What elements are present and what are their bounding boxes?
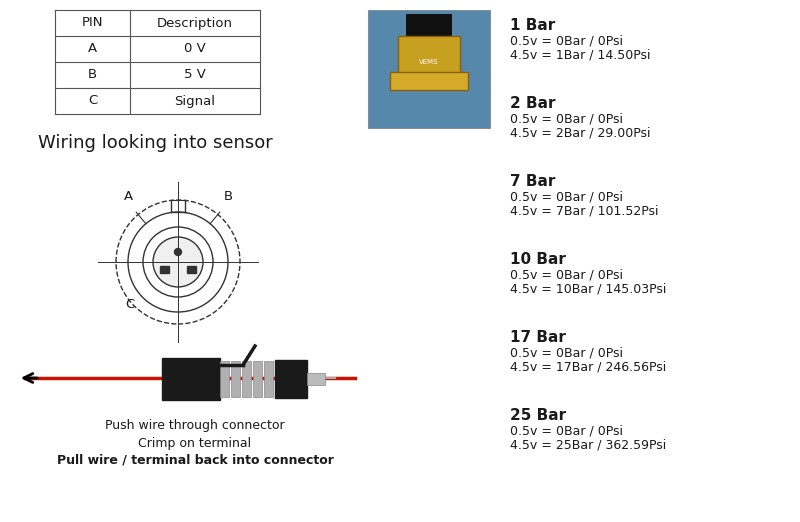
Bar [231, 361, 240, 397]
Text: 7 Bar: 7 Bar [510, 174, 555, 189]
Text: B: B [88, 68, 97, 81]
Text: PIN: PIN [82, 17, 103, 30]
Text: 5 V: 5 V [184, 68, 206, 81]
Text: A: A [88, 42, 97, 55]
Text: 25 Bar: 25 Bar [510, 408, 566, 423]
Text: 4.5v = 10Bar / 145.03Psi: 4.5v = 10Bar / 145.03Psi [510, 282, 666, 295]
Text: 0.5v = 0Bar / 0Psi: 0.5v = 0Bar / 0Psi [510, 346, 623, 359]
Text: 4.5v = 2Bar / 29.00Psi: 4.5v = 2Bar / 29.00Psi [510, 126, 650, 139]
Text: 17 Bar: 17 Bar [510, 330, 566, 345]
Bar [187, 266, 196, 273]
Bar [307, 373, 325, 385]
Bar [253, 361, 262, 397]
Bar [220, 361, 229, 397]
Text: 0.5v = 0Bar / 0Psi: 0.5v = 0Bar / 0Psi [510, 190, 623, 203]
Bar [398, 36, 460, 78]
Bar [368, 10, 490, 128]
Text: 4.5v = 1Bar / 14.50Psi: 4.5v = 1Bar / 14.50Psi [510, 48, 650, 61]
Text: 2 Bar: 2 Bar [510, 96, 555, 111]
Text: B: B [223, 189, 233, 203]
Bar [275, 360, 307, 398]
Circle shape [174, 248, 182, 255]
Text: Crimp on terminal: Crimp on terminal [138, 436, 251, 449]
Bar [242, 361, 251, 397]
Text: Push wire through connector: Push wire through connector [105, 420, 285, 433]
Text: Wiring looking into sensor: Wiring looking into sensor [38, 134, 272, 152]
Text: VEMS: VEMS [419, 59, 438, 65]
Text: 0.5v = 0Bar / 0Psi: 0.5v = 0Bar / 0Psi [510, 268, 623, 281]
Text: Description: Description [157, 17, 233, 30]
Text: 4.5v = 17Bar / 246.56Psi: 4.5v = 17Bar / 246.56Psi [510, 360, 666, 373]
Bar [390, 72, 468, 90]
Circle shape [153, 237, 203, 287]
Text: 0 V: 0 V [184, 42, 206, 55]
Bar [406, 14, 452, 38]
Text: 4.5v = 25Bar / 362.59Psi: 4.5v = 25Bar / 362.59Psi [510, 438, 666, 451]
Bar [160, 266, 169, 273]
Text: 4.5v = 7Bar / 101.52Psi: 4.5v = 7Bar / 101.52Psi [510, 204, 658, 217]
Text: C: C [126, 298, 134, 311]
Text: 0.5v = 0Bar / 0Psi: 0.5v = 0Bar / 0Psi [510, 34, 623, 47]
Text: Signal: Signal [174, 94, 215, 108]
Text: A: A [123, 189, 133, 203]
Text: 0.5v = 0Bar / 0Psi: 0.5v = 0Bar / 0Psi [510, 424, 623, 437]
Text: C: C [88, 94, 97, 108]
Text: Pull wire / terminal back into connector: Pull wire / terminal back into connector [57, 454, 334, 467]
Text: 10 Bar: 10 Bar [510, 252, 566, 267]
Bar [264, 361, 273, 397]
Text: 1 Bar: 1 Bar [510, 18, 555, 33]
Bar [162, 358, 220, 400]
Text: 0.5v = 0Bar / 0Psi: 0.5v = 0Bar / 0Psi [510, 112, 623, 125]
